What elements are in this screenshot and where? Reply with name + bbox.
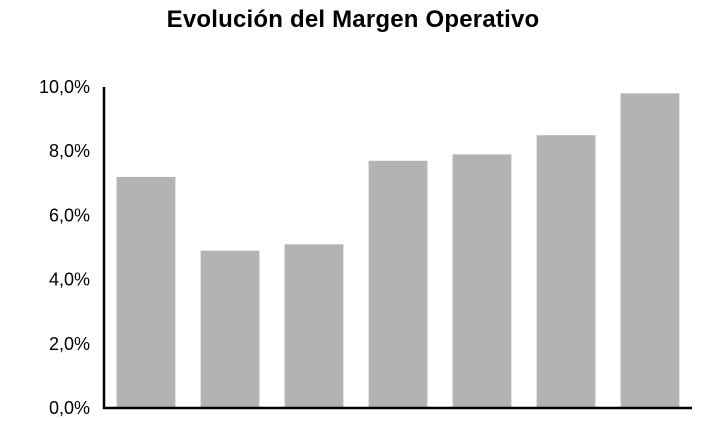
bar-7 <box>620 93 680 409</box>
bar-1 <box>116 176 176 408</box>
chart-title: Evolución del Margen Operativo <box>166 6 540 33</box>
bar-4 <box>368 160 428 408</box>
bar-3 <box>284 244 344 408</box>
bar-2 <box>200 250 260 408</box>
y-tick-label: 2,0% <box>49 334 90 354</box>
bar-6 <box>536 135 596 408</box>
y-tick-label: 6,0% <box>49 205 90 225</box>
y-tick-label: 8,0% <box>49 141 90 161</box>
bars-group <box>116 93 680 409</box>
bar-5 <box>452 154 512 408</box>
y-axis-ticks: 0,0% 2,0% 4,0% 6,0% 8,0% 10,0% <box>39 77 90 418</box>
y-tick-label: 10,0% <box>39 77 90 97</box>
y-tick-label: 4,0% <box>49 270 90 290</box>
y-tick-label: 0,0% <box>49 398 90 418</box>
